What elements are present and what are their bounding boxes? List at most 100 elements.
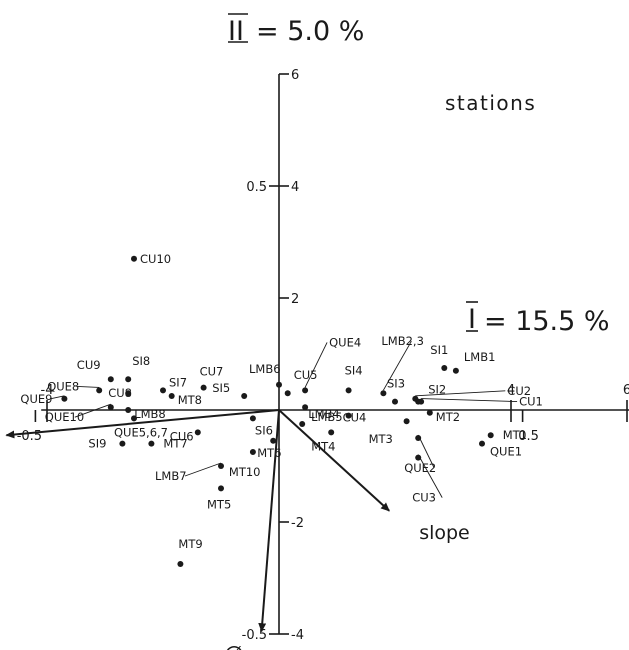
station-si7: SI7 — [160, 375, 187, 394]
station-label: MT9 — [178, 537, 202, 551]
station-label: QUE5,6,7 — [114, 425, 168, 439]
station-label: MT5 — [207, 497, 231, 511]
station-label: QUE10 — [45, 410, 84, 424]
station-si1: SI1 — [430, 343, 448, 371]
label-leader-line — [74, 403, 111, 418]
station-point — [168, 393, 175, 399]
station-label: QUE1 — [490, 445, 522, 459]
station-cu4: CU4 — [343, 411, 367, 425]
x-tick-label: -4 — [41, 383, 54, 398]
station-point — [125, 376, 132, 383]
station-lmb2-3: LMB2,3 — [380, 334, 424, 397]
y-tick-label: 2 — [291, 292, 299, 307]
station-label: SI1 — [430, 343, 448, 357]
station-label: SI2 — [428, 383, 446, 397]
y-tick-label: 0.5 — [246, 180, 267, 195]
station-label: MT3 — [369, 432, 393, 446]
station-point — [412, 395, 419, 402]
station-label: LMB7 — [155, 469, 187, 483]
station-point — [345, 412, 352, 419]
station-si3: SI3 — [387, 377, 405, 405]
station-label: MT1 — [503, 428, 527, 442]
axis-II-percent: = 5.0 % — [256, 16, 364, 47]
station-label: CU7 — [200, 365, 224, 379]
station-point — [299, 421, 306, 427]
station-label: MT6 — [257, 446, 281, 460]
station-point — [403, 418, 410, 425]
station-point — [302, 387, 309, 394]
station-mt9: MT9 — [177, 537, 203, 567]
vector-label-slope: slope — [419, 522, 470, 544]
station-mt4: MT4 — [311, 429, 335, 453]
label-leader-line — [421, 398, 518, 403]
station-si9: SI9 — [88, 437, 126, 451]
label-leader-line — [415, 390, 506, 397]
vector-label-∅: ∅ — [224, 641, 245, 650]
station-si6: SI6 — [249, 415, 273, 437]
station-label: MT4 — [311, 439, 335, 453]
x-tick-label: 6 — [623, 383, 629, 398]
y-tick-label: 4 — [291, 180, 299, 195]
label-leader-line — [50, 395, 65, 400]
station-point — [415, 454, 422, 461]
station-point — [61, 395, 68, 402]
axis-II-roman: II — [228, 16, 244, 47]
station-label: CU3 — [412, 491, 436, 505]
station-point — [119, 440, 126, 447]
station-point — [452, 367, 459, 374]
vector-arrow-∅ — [258, 409, 280, 633]
station-label: LMB5 — [311, 410, 343, 424]
station-mt3: MT3 — [369, 418, 410, 446]
y-tick-label: -2 — [291, 516, 304, 531]
axis-I-roman: I — [468, 304, 476, 335]
station-point — [131, 255, 137, 262]
station-label: QUE4 — [329, 335, 361, 349]
station-label: SI6 — [255, 423, 273, 437]
station-mt1: MT1 — [487, 428, 527, 442]
station-label: LMB4 — [308, 407, 340, 421]
station-point — [125, 407, 132, 413]
station-point — [125, 390, 132, 397]
station-point — [177, 561, 184, 567]
station-cu1: CU1 — [418, 395, 543, 409]
station-label: CU2 — [507, 384, 531, 398]
environmental-vectors: waterslope∅ — [5, 409, 470, 650]
station-point — [160, 387, 166, 394]
station-label: CU1 — [519, 395, 543, 409]
station-que8: QUE8 — [47, 379, 103, 394]
station-que1: QUE1 — [479, 440, 522, 459]
station-point — [218, 485, 224, 492]
label-leader-line — [184, 462, 222, 477]
station-cu10: CU10 — [131, 252, 171, 266]
station-label: SI5 — [212, 381, 230, 395]
station-label: MT7 — [163, 437, 187, 451]
station-label: SI3 — [387, 377, 405, 391]
station-mt5: MT5 — [207, 485, 231, 511]
station-cu9: CU9 — [77, 358, 114, 383]
station-point — [392, 398, 398, 405]
station-lmb1: LMB1 — [452, 350, 495, 374]
station-point — [380, 390, 387, 397]
station-label: MT2 — [436, 410, 460, 424]
axis-I-title: I = 15.5 % — [466, 301, 610, 337]
station-lmb7: LMB7 — [155, 462, 224, 483]
station-point — [200, 384, 207, 391]
station-point — [487, 432, 494, 439]
axis-II-title: II = 5.0 % — [228, 13, 364, 47]
station-mt2: MT2 — [426, 409, 460, 424]
station-point — [302, 404, 309, 411]
station-point — [249, 415, 256, 422]
y-tick-label: 6 — [291, 68, 299, 83]
vector-arrow-slope — [278, 409, 390, 512]
station-cu5: CU5 — [284, 368, 317, 397]
station-lmb6: LMB6 — [249, 362, 282, 388]
station-label: CU9 — [77, 358, 101, 372]
station-que2: QUE2 — [404, 434, 436, 475]
station-label: QUE8 — [47, 379, 79, 393]
station-cu8: CU8 — [108, 386, 132, 400]
station-mt10: MT10 — [229, 449, 260, 479]
label-leader-line — [417, 434, 435, 469]
station-point — [107, 404, 114, 411]
station-mt7: MT7 — [148, 437, 188, 451]
